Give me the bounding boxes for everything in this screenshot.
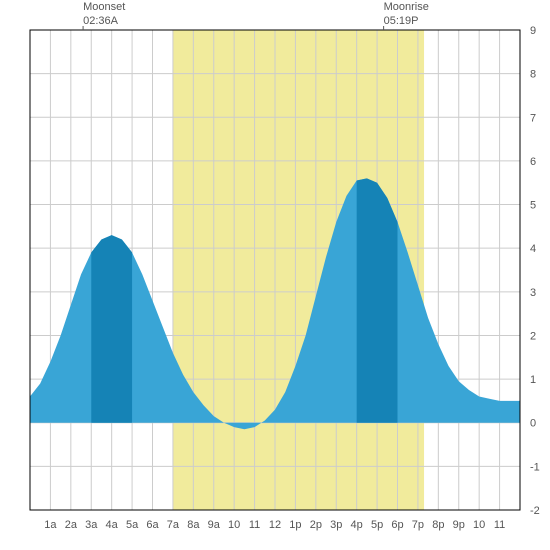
svg-text:7p: 7p — [412, 519, 424, 531]
moonset-label: Moonset 02:36A — [83, 0, 125, 29]
svg-text:3a: 3a — [85, 519, 98, 531]
svg-text:5: 5 — [530, 200, 536, 212]
svg-text:9: 9 — [530, 25, 536, 37]
svg-text:6p: 6p — [391, 519, 403, 531]
svg-text:2a: 2a — [65, 519, 78, 531]
moonset-time: 02:36A — [83, 14, 125, 28]
svg-text:5p: 5p — [371, 519, 383, 531]
svg-text:12: 12 — [269, 519, 281, 531]
svg-text:5a: 5a — [126, 519, 139, 531]
svg-text:4p: 4p — [351, 519, 363, 531]
svg-text:1p: 1p — [289, 519, 301, 531]
svg-text:3: 3 — [530, 287, 536, 299]
svg-text:1: 1 — [530, 374, 536, 386]
chart-svg: 1a2a3a4a5a6a7a8a9a1011121p2p3p4p5p6p7p8p… — [0, 0, 550, 550]
svg-text:9p: 9p — [453, 519, 465, 531]
svg-text:1a: 1a — [44, 519, 57, 531]
moonrise-label: Moonrise 05:19P — [384, 0, 429, 29]
svg-text:9a: 9a — [208, 519, 221, 531]
svg-text:6: 6 — [530, 156, 536, 168]
svg-text:-1: -1 — [530, 461, 540, 473]
svg-text:7a: 7a — [167, 519, 180, 531]
svg-text:2: 2 — [530, 330, 536, 342]
svg-text:6a: 6a — [146, 519, 159, 531]
svg-text:4: 4 — [530, 243, 536, 255]
svg-text:8p: 8p — [432, 519, 444, 531]
svg-text:10: 10 — [228, 519, 240, 531]
svg-text:8: 8 — [530, 69, 536, 81]
svg-text:8a: 8a — [187, 519, 200, 531]
moonrise-title: Moonrise — [384, 0, 429, 14]
svg-text:11: 11 — [494, 519, 505, 531]
svg-text:-2: -2 — [530, 505, 540, 517]
svg-text:4a: 4a — [106, 519, 119, 531]
svg-text:11: 11 — [249, 519, 260, 531]
svg-text:7: 7 — [530, 112, 536, 124]
moonrise-time: 05:19P — [384, 14, 429, 28]
svg-text:2p: 2p — [310, 519, 322, 531]
svg-text:3p: 3p — [330, 519, 342, 531]
moonset-title: Moonset — [83, 0, 125, 14]
tide-chart: 1a2a3a4a5a6a7a8a9a1011121p2p3p4p5p6p7p8p… — [0, 0, 550, 550]
svg-text:0: 0 — [530, 418, 536, 430]
svg-text:10: 10 — [473, 519, 485, 531]
